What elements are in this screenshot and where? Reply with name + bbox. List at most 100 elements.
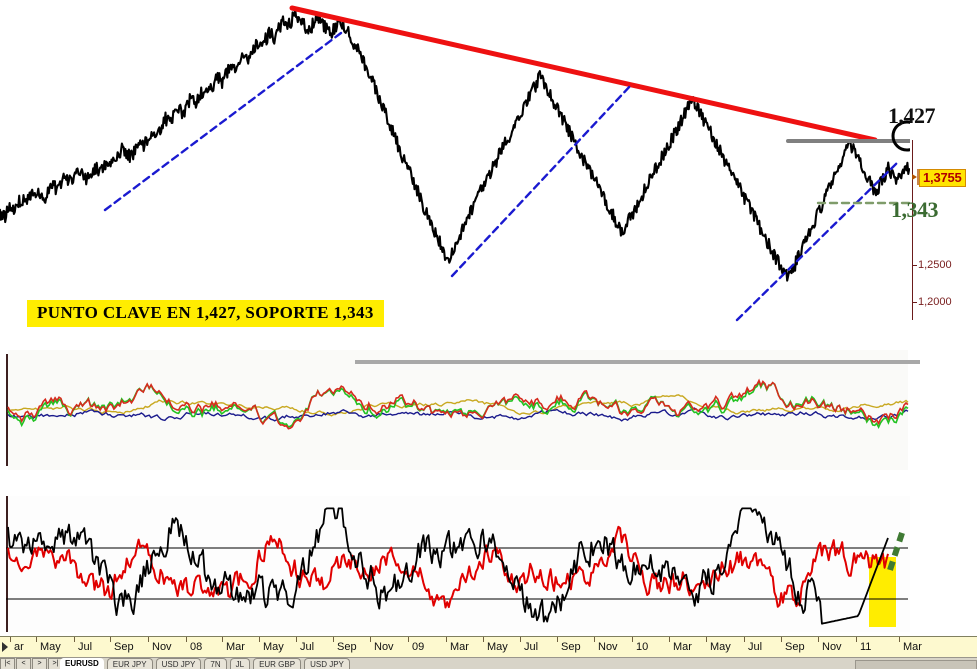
- support-level-label: 1,343: [891, 197, 939, 222]
- time-axis-label: Mar: [226, 641, 245, 653]
- price-axis-tick-label: 1,2500: [918, 259, 952, 271]
- indicator-vertical-axis: [6, 354, 8, 466]
- time-axis-tick: [557, 637, 558, 642]
- time-axis-tick: [10, 637, 11, 642]
- time-axis-label: Sep: [561, 641, 581, 653]
- time-axis-label: 11: [860, 641, 872, 653]
- price-axis-tick: [912, 302, 917, 303]
- time-axis-label: Nov: [598, 641, 618, 653]
- time-axis[interactable]: ar May Jul Sep Nov 08 Mar May Jul Sep Nov 09 Mar May J…: [0, 636, 977, 659]
- time-axis-tick: [186, 637, 187, 642]
- signal-arrow-shaft: [887, 529, 906, 571]
- indicator-series-blue: [7, 407, 909, 422]
- indicator-series-olive: [7, 394, 909, 417]
- key-level-marker-circle: [891, 120, 910, 152]
- oscillator-series-svg: [6, 507, 908, 625]
- time-axis-label: Mar: [903, 641, 922, 653]
- tab-item[interactable]: EUR JPY: [106, 658, 153, 669]
- time-axis-tick: [706, 637, 707, 642]
- time-axis-label: Nov: [822, 641, 842, 653]
- time-axis-tick: [333, 637, 334, 642]
- resistance-level-label: 1,427: [888, 103, 936, 128]
- price-axis-tick-label: 1,2000: [918, 296, 952, 308]
- time-axis-tick: [259, 637, 260, 642]
- time-axis-label: Mar: [673, 641, 692, 653]
- time-axis-label: Jul: [78, 641, 93, 653]
- time-axis-label: Jul: [524, 641, 539, 653]
- indicator-panel[interactable]: [0, 340, 977, 480]
- uptrend-support-1[interactable]: [103, 28, 347, 212]
- price-series-svg: [0, 8, 910, 282]
- time-axis-label: Sep: [337, 641, 357, 653]
- time-axis-label: ar: [14, 641, 24, 653]
- time-axis-label: Sep: [785, 641, 805, 653]
- time-axis-label: Mar: [450, 641, 469, 653]
- time-axis-tick: [818, 637, 819, 642]
- time-axis-tick: [148, 637, 149, 642]
- time-axis-tick: [669, 637, 670, 642]
- time-axis-tick: [520, 637, 521, 642]
- time-axis-tick: [744, 637, 745, 642]
- tab-nav-button[interactable]: <: [16, 658, 31, 669]
- price-plot-area[interactable]: [0, 0, 910, 334]
- tab-item[interactable]: USD JPY: [155, 658, 202, 669]
- time-axis-label: 08: [190, 641, 203, 653]
- price-axis-line: [912, 140, 913, 320]
- indicator-series-green: [7, 380, 909, 430]
- price-axis: 1,2500 1,2000: [910, 0, 977, 334]
- time-axis-tick: [899, 637, 900, 642]
- time-axis-tick: [36, 637, 37, 642]
- time-axis-label: Nov: [374, 641, 394, 653]
- oscillator-panel[interactable]: [0, 492, 977, 635]
- time-axis-tick: [370, 637, 371, 642]
- tab-nav-buttons[interactable]: |< < > >|: [0, 658, 64, 669]
- last-price-tag[interactable]: 1,3755: [919, 169, 966, 187]
- tab-item[interactable]: USD JPY: [304, 658, 350, 669]
- tab-scrollbar[interactable]: [855, 660, 977, 669]
- price-line-series: [0, 8, 910, 282]
- time-axis-label: Sep: [114, 641, 134, 653]
- oscillator-series-black: [7, 507, 889, 625]
- time-axis-label: Jul: [300, 641, 315, 653]
- oscillator-plot-frame: [6, 496, 910, 632]
- time-axis-tick: [74, 637, 75, 642]
- oscillator-series-red: [7, 525, 889, 609]
- tab-item[interactable]: EUR GBP: [253, 658, 302, 669]
- time-axis-label: May: [487, 641, 508, 653]
- workspace-tab-bar[interactable]: |< < > >| EURUSD EUR JPY USD JPY 7N JL EUR GBP US…: [0, 657, 977, 669]
- time-axis-label: 10: [636, 641, 649, 653]
- scroll-left-icon[interactable]: [2, 642, 8, 652]
- time-axis-label: Nov: [152, 641, 172, 653]
- time-axis-tick: [222, 637, 223, 642]
- tab-nav-button[interactable]: |<: [0, 658, 15, 669]
- tab-strip[interactable]: EURUSD EUR JPY USD JPY 7N JL EUR GBP USD JPY: [60, 658, 350, 669]
- time-axis-label: May: [40, 641, 61, 653]
- downtrend-resistance[interactable]: [289, 5, 878, 143]
- price-chart-panel[interactable]: 1,2500 1,2000 1,3755 1,427 1,343 PUNTO CL…: [0, 0, 977, 334]
- time-axis-tick: [856, 637, 857, 642]
- indicator-series-svg: [7, 360, 920, 430]
- time-axis-label: 09: [412, 641, 425, 653]
- tab-nav-button[interactable]: >: [32, 658, 47, 669]
- time-axis-label: Jul: [748, 641, 763, 653]
- tab-item[interactable]: JL: [229, 658, 251, 669]
- uptrend-support-2[interactable]: [450, 82, 634, 278]
- time-axis-tick: [446, 637, 447, 642]
- time-axis-tick: [110, 637, 111, 642]
- indicator-series-red: [7, 378, 909, 430]
- tab-item[interactable]: 7N: [204, 658, 227, 669]
- time-axis-tick: [483, 637, 484, 642]
- last-price-pointer-icon: [912, 169, 919, 185]
- time-axis-label: May: [263, 641, 284, 653]
- time-axis-tick: [594, 637, 595, 642]
- uptrend-support-3[interactable]: [735, 160, 900, 322]
- headline-annotation-banner: PUNTO CLAVE EN 1,427, SOPORTE 1,343: [27, 300, 384, 327]
- price-trendlines-svg: [103, 5, 910, 322]
- trendline-group: [103, 5, 910, 322]
- price-axis-tick: [912, 265, 917, 266]
- tab-item-active[interactable]: EURUSD: [60, 658, 104, 669]
- time-axis-label: May: [710, 641, 731, 653]
- time-axis-tick: [296, 637, 297, 642]
- time-axis-tick: [632, 637, 633, 642]
